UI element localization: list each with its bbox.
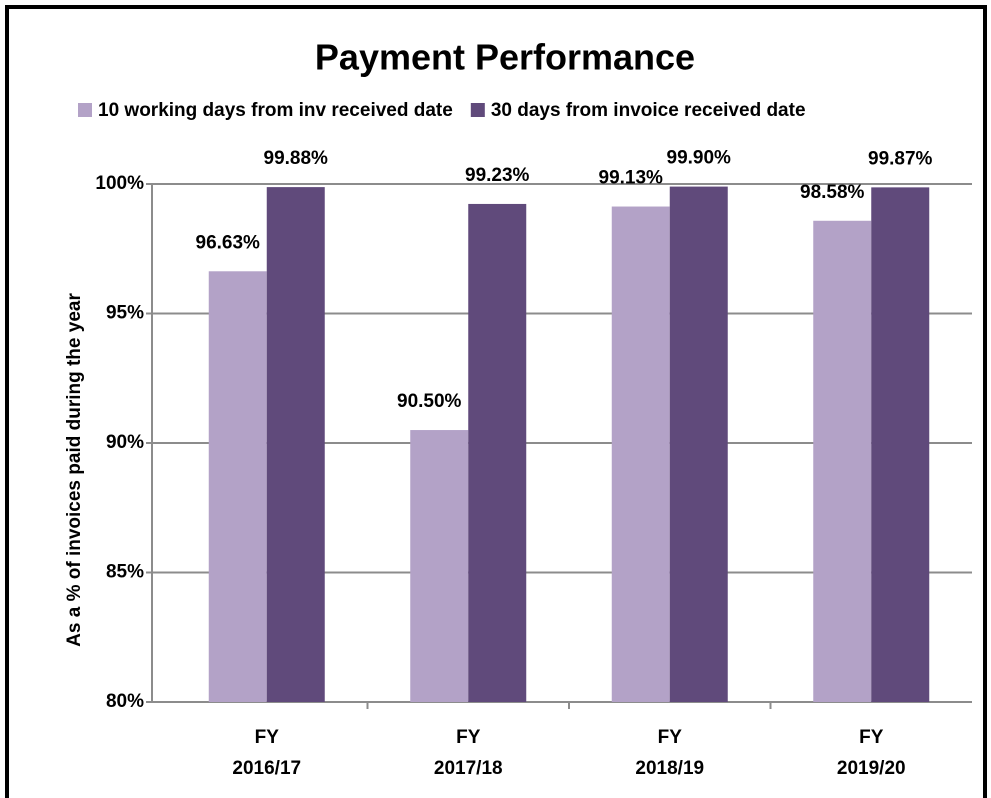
bar (208, 271, 267, 702)
data-label: 98.58% (800, 182, 865, 203)
y-tick-label: 90% (106, 432, 144, 453)
y-tick-label: 80% (106, 691, 144, 712)
bar (410, 430, 469, 702)
legend-label: 30 days from invoice received date (491, 100, 806, 121)
y-tick-label: 95% (106, 303, 144, 324)
data-label: 99.13% (599, 168, 664, 189)
data-label: 99.23% (465, 165, 530, 186)
data-label: 90.50% (397, 391, 462, 412)
data-label: 99.88% (264, 148, 329, 169)
y-axis-label: As a % of invoices paid during the year (64, 293, 85, 647)
chart-border (5, 5, 987, 798)
x-tick-label: FY 2018/19 (635, 727, 705, 779)
legend-label: 10 working days from inv received date (98, 100, 453, 121)
bar (813, 220, 872, 702)
bar (611, 206, 670, 702)
bar (871, 187, 930, 702)
data-label: 96.63% (196, 232, 261, 253)
legend-swatch (470, 103, 485, 117)
bar (266, 187, 325, 702)
data-label: 99.90% (667, 148, 732, 169)
chart-title: Payment Performance (315, 37, 695, 78)
bar (669, 186, 728, 703)
y-tick-label: 85% (106, 562, 144, 583)
x-tick-label: FY 2017/18 (433, 727, 503, 779)
x-tick-label: FY 2016/17 (232, 727, 302, 779)
y-tick-label: 100% (95, 173, 144, 194)
x-tick-label: FY 2019/20 (836, 727, 906, 779)
bar (468, 203, 527, 702)
data-label: 99.87% (868, 148, 933, 169)
legend-swatch (78, 103, 92, 117)
